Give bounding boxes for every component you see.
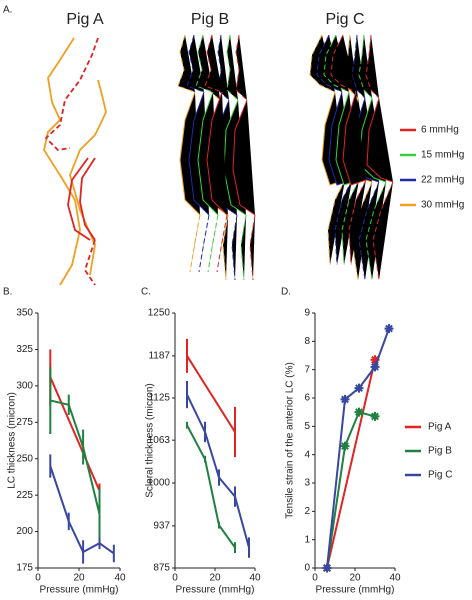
y-tick-label: 1 (304, 534, 310, 545)
y-tick-label: 5 (304, 421, 310, 432)
y-tick-label: 1000 (148, 478, 171, 489)
marker (370, 362, 380, 372)
marker (354, 407, 364, 417)
x-tick-label: 20 (349, 573, 361, 584)
series-line (326, 359, 376, 569)
marker (322, 563, 332, 573)
marker (354, 383, 364, 393)
y-axis-label: Scleral thickness (micron) (145, 383, 156, 497)
y-tick-label: 250 (16, 453, 33, 464)
x-tick-label: 20 (73, 573, 85, 584)
marker (340, 394, 350, 404)
y-tick-label: 937 (153, 520, 170, 531)
y-tick-label: 3 (304, 478, 310, 489)
y-axis-label: Tensile strain of the anterior LC (%) (285, 362, 296, 519)
series-line (49, 465, 115, 555)
x-tick-label: 40 (389, 573, 401, 584)
legend-label: Pig A (428, 422, 452, 433)
legend-label: Pig C (428, 470, 452, 481)
y-tick-label: 350 (16, 308, 33, 319)
x-axis-label: Pressure (mmHg) (316, 585, 395, 596)
panel-label: C. (141, 287, 151, 298)
series-line (186, 355, 236, 433)
series-line (326, 410, 376, 569)
x-tick-label: 20 (209, 573, 221, 584)
series-line (50, 399, 101, 515)
panel-title: Pig A (66, 11, 104, 28)
legend-label: 15 mmHg (421, 150, 464, 161)
marker (384, 324, 394, 334)
panel-label: B. (3, 287, 12, 298)
y-tick-label: 7 (304, 364, 310, 375)
y-tick-label: 0 (304, 563, 310, 574)
marker (340, 441, 350, 451)
legend-label: 30 mmHg (421, 200, 464, 211)
y-tick-label: 9 (304, 308, 310, 319)
legend-label: 22 mmHg (421, 175, 464, 186)
y-tick-label: 1250 (148, 308, 171, 319)
x-tick-label: 0 (172, 573, 178, 584)
y-tick-label: 175 (16, 563, 33, 574)
y-tick-label: 1125 (148, 393, 170, 404)
marker (370, 355, 380, 365)
legend-label: 6 mmHg (421, 125, 459, 136)
series-line (49, 376, 101, 492)
y-tick-label: 300 (16, 380, 33, 391)
x-tick-label: 40 (249, 573, 261, 584)
panel-label: A. (3, 5, 12, 16)
legend-label: Pig B (428, 446, 452, 457)
y-tick-label: 200 (16, 526, 33, 537)
pig-b-drawing (177, 34, 256, 281)
y-tick-label: 8 (304, 336, 310, 347)
x-axis-label: Pressure (mmHg) (40, 585, 119, 596)
y-tick-label: 875 (153, 563, 170, 574)
x-tick-label: 0 (312, 573, 318, 584)
y-tick-label: 1187 (148, 350, 170, 361)
marker (370, 411, 380, 421)
y-tick-label: 275 (16, 417, 33, 428)
y-tick-label: 1063 (148, 435, 171, 446)
y-tick-label: 4 (304, 449, 310, 460)
pig-a-drawing (43, 37, 107, 286)
x-axis-label: Pressure (mmHg) (176, 585, 255, 596)
panel-label: D. (281, 287, 291, 298)
y-axis-label: LC thickness (micron) (7, 392, 18, 489)
y-tick-label: 225 (16, 490, 33, 501)
panel-title: Pig B (191, 11, 229, 28)
panel-title: Pig C (325, 11, 364, 28)
x-tick-label: 0 (35, 573, 41, 584)
y-tick-label: 6 (304, 393, 310, 404)
pig-c-drawing (309, 34, 394, 281)
x-tick-label: 40 (114, 573, 126, 584)
y-tick-label: 2 (304, 506, 310, 517)
y-tick-label: 325 (16, 344, 33, 355)
series-line (186, 424, 236, 549)
